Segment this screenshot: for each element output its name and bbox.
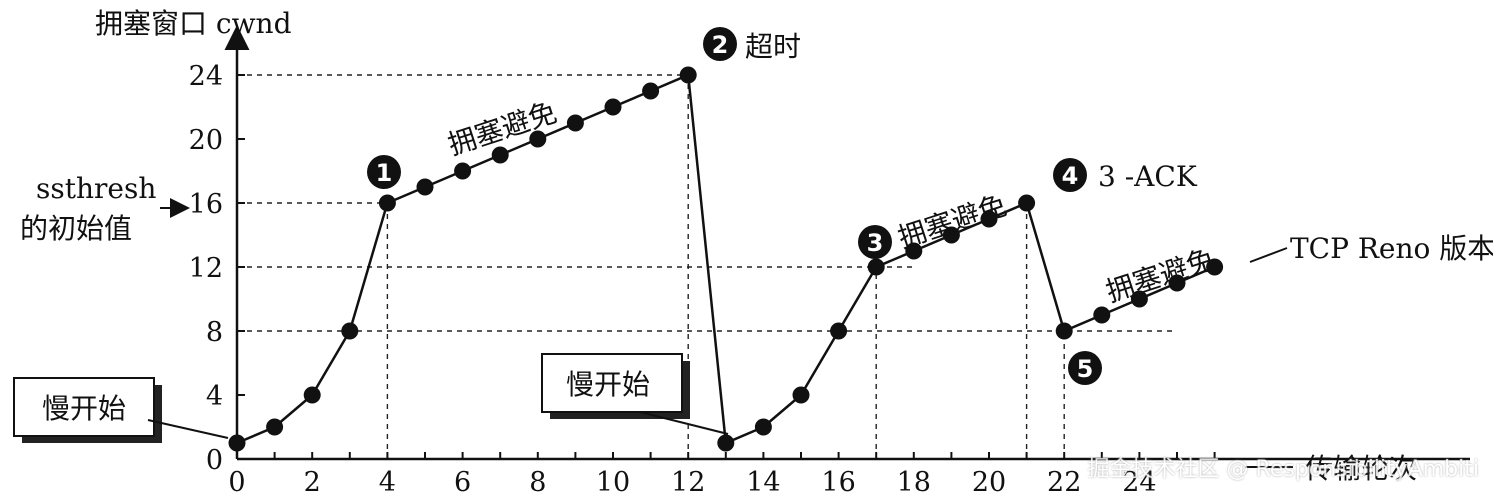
x-tick-label: 8	[529, 467, 546, 495]
annotation-tcp-reno: TCP Reno 版本	[1290, 232, 1493, 265]
data-point	[679, 66, 697, 84]
data-point	[1130, 290, 1148, 308]
marker-3: 3	[858, 225, 892, 259]
x-tick-label: 20	[972, 467, 1006, 495]
data-point	[867, 258, 885, 276]
x-tick-label: 10	[596, 467, 630, 495]
x-tick-label: 12	[671, 467, 705, 495]
marker-5-label: 5	[1077, 355, 1094, 383]
data-point	[454, 162, 472, 180]
y-tick-label: 24	[189, 61, 223, 92]
data-point	[566, 114, 584, 132]
data-point	[604, 98, 622, 116]
data-point	[341, 322, 359, 340]
y-ticks: 0 4 8 12 16 20 24	[189, 61, 245, 476]
x-axis-title: 传输轮次	[1305, 452, 1417, 485]
data-point	[529, 130, 547, 148]
marker-4-label: 4	[1062, 162, 1079, 190]
x-tick-label: 18	[897, 467, 931, 495]
slow-start-box-1: 慢开始	[13, 377, 229, 443]
annotation-timeout: 超时	[745, 30, 801, 63]
data-point	[378, 194, 396, 212]
slow-start-box-2: 慢开始	[541, 353, 729, 435]
data-point	[942, 226, 960, 244]
slow-start-label-2: 慢开始	[566, 368, 650, 401]
data-point	[303, 386, 321, 404]
marker-1-label: 1	[376, 159, 393, 187]
data-point	[1018, 194, 1036, 212]
data-point	[717, 434, 735, 452]
marker-4: 4	[1053, 158, 1087, 192]
data-point	[1093, 306, 1111, 324]
x-tick-label: 6	[454, 467, 471, 495]
data-point	[905, 242, 923, 260]
data-point	[980, 210, 998, 228]
x-tick-label: 0	[228, 467, 245, 495]
data-point	[416, 178, 434, 196]
data-point	[228, 434, 246, 452]
x-tick-label: 22	[1047, 467, 1081, 495]
marker-5: 5	[1068, 351, 1102, 385]
marker-2-label: 2	[712, 31, 729, 59]
x-tick-label: 24	[1122, 467, 1156, 495]
data-point	[642, 82, 660, 100]
x-tick-label: 2	[304, 467, 321, 495]
ssthresh-label-line1: ssthresh	[36, 172, 156, 205]
data-point	[1168, 274, 1186, 292]
y-tick-label: 4	[206, 381, 223, 412]
watermark: 掘金技术社区 @ ResponsibilityAmbiti	[1087, 457, 1479, 482]
data-point	[266, 418, 284, 436]
y-axis-title: 拥塞窗口 cwnd	[95, 7, 292, 40]
data-point	[1206, 258, 1224, 276]
y-tick-label: 12	[189, 253, 223, 284]
x-tick-label: 4	[379, 467, 396, 495]
x-tick-label: 14	[746, 467, 780, 495]
y-tick-label: 16	[189, 189, 223, 220]
x-tick-label: 16	[821, 467, 855, 495]
data-points	[228, 66, 1224, 452]
marker-1: 1	[367, 155, 401, 189]
y-tick-label: 8	[206, 317, 223, 348]
y-tick-label: 20	[189, 125, 223, 156]
slow-start-label-1: 慢开始	[42, 392, 126, 425]
data-point	[830, 322, 848, 340]
marker-2: 2	[703, 27, 737, 61]
data-point	[1055, 322, 1073, 340]
tcp-reno-leader	[1249, 247, 1288, 263]
data-point	[792, 386, 810, 404]
marker-3-label: 3	[867, 229, 884, 257]
annotation-congestion-avoidance-3: 拥塞避免	[1102, 243, 1219, 309]
y-tick-label: 0	[206, 445, 223, 476]
annotation-congestion-avoidance-2: 拥塞避免	[894, 189, 1011, 255]
ssthresh-label-line2: 的初始值	[20, 212, 132, 245]
x-ticks: 0 2 4 6 8 10 12 14 16 18 20 22 24	[228, 452, 1216, 495]
annotation-3-ack: 3 -ACK	[1098, 160, 1198, 193]
data-point	[491, 146, 509, 164]
cwnd-line	[236, 73, 1216, 445]
data-point	[754, 418, 772, 436]
